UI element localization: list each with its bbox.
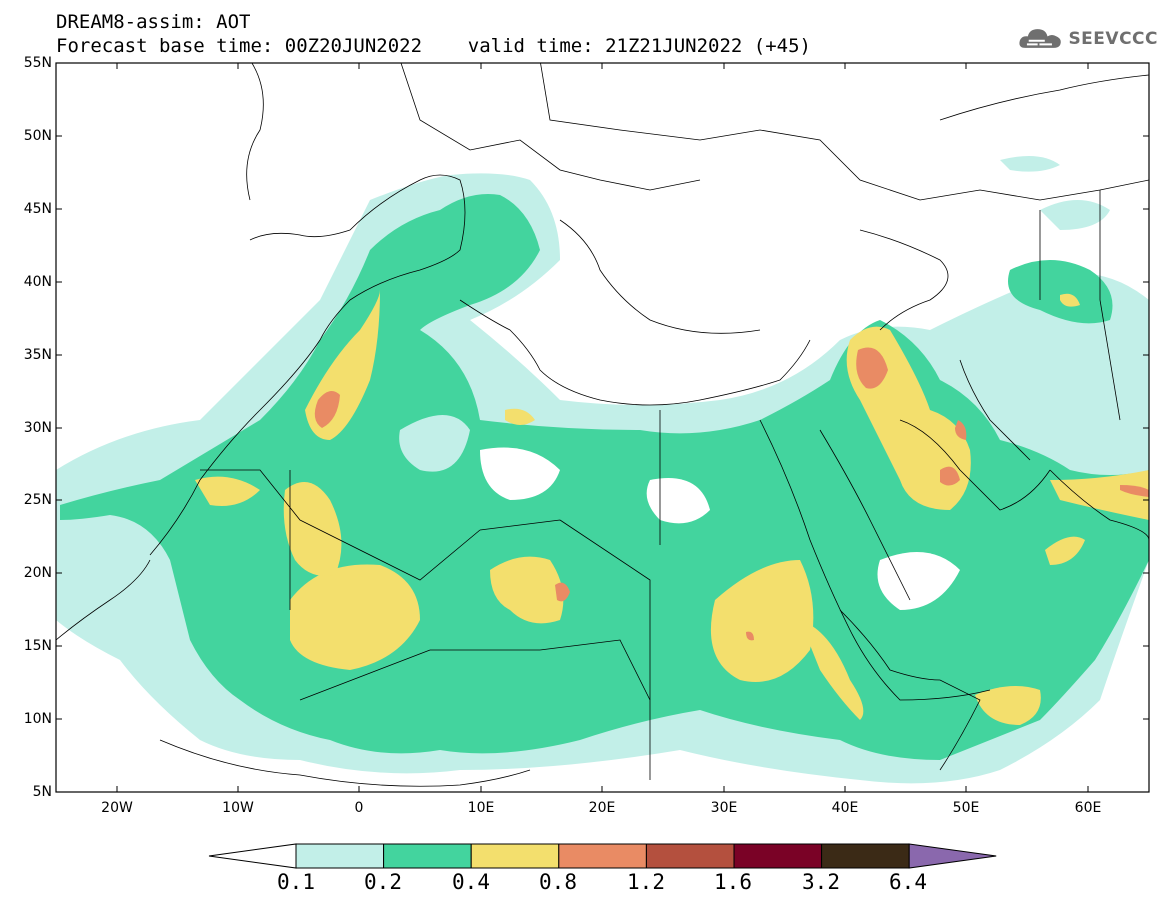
colorbar-label: 3.2 [802, 870, 840, 894]
lat-label: 15N [23, 638, 52, 654]
colorbar-segment [733, 843, 823, 869]
lon-label: 20E [588, 800, 616, 816]
lat-label: 30N [23, 420, 52, 436]
colorbar-label: 1.2 [627, 870, 665, 894]
lon-label: 30E [710, 800, 738, 816]
colorbar [208, 843, 997, 869]
lon-label: 10W [222, 800, 254, 816]
colorbar-segment [383, 843, 472, 869]
title-line-2: Forecast base time: 00Z20JUN2022 valid t… [56, 35, 811, 57]
colorbar-segment [470, 843, 560, 869]
lat-label: 10N [23, 711, 52, 727]
colorbar-label: 6.4 [889, 870, 927, 894]
colorbar-label: 0.2 [364, 870, 402, 894]
lon-label: 50E [952, 800, 980, 816]
title-line-1: DREAM8-assim: AOT [56, 11, 251, 33]
colorbar-segment [558, 843, 647, 869]
cloud-logo-icon [1019, 29, 1061, 48]
lat-label: 55N [23, 55, 52, 71]
seevccc-logo: SEEVCCC [1018, 24, 1158, 54]
colorbar-under-range [208, 843, 297, 869]
colorbar-segment [295, 843, 385, 869]
colorbar-over-range [908, 843, 997, 869]
lon-label: 0 [354, 800, 364, 816]
lat-label: 45N [23, 201, 52, 217]
lat-label: 50N [23, 128, 52, 144]
colorbar-label: 0.8 [539, 870, 577, 894]
lon-label: 20W [101, 800, 133, 816]
colorbar-segment [821, 843, 910, 869]
aot-shading [56, 156, 1149, 784]
colorbar-label: 1.6 [714, 870, 752, 894]
coastlines-and-borders [56, 63, 1149, 787]
lat-label: 25N [23, 492, 52, 508]
lon-label: 60E [1074, 800, 1102, 816]
lat-label: 5N [32, 784, 52, 800]
lat-label: 20N [23, 565, 52, 581]
lon-label: 40E [831, 800, 859, 816]
lat-label: 35N [23, 347, 52, 363]
colorbar-segment [645, 843, 735, 869]
colorbar-label: 0.1 [277, 870, 315, 894]
colorbar-label: 0.4 [452, 870, 490, 894]
axis-ticks [56, 62, 1149, 792]
lat-label: 40N [23, 274, 52, 290]
logo-text: SEEVCCC [1068, 29, 1158, 49]
lon-label: 10E [467, 800, 495, 816]
